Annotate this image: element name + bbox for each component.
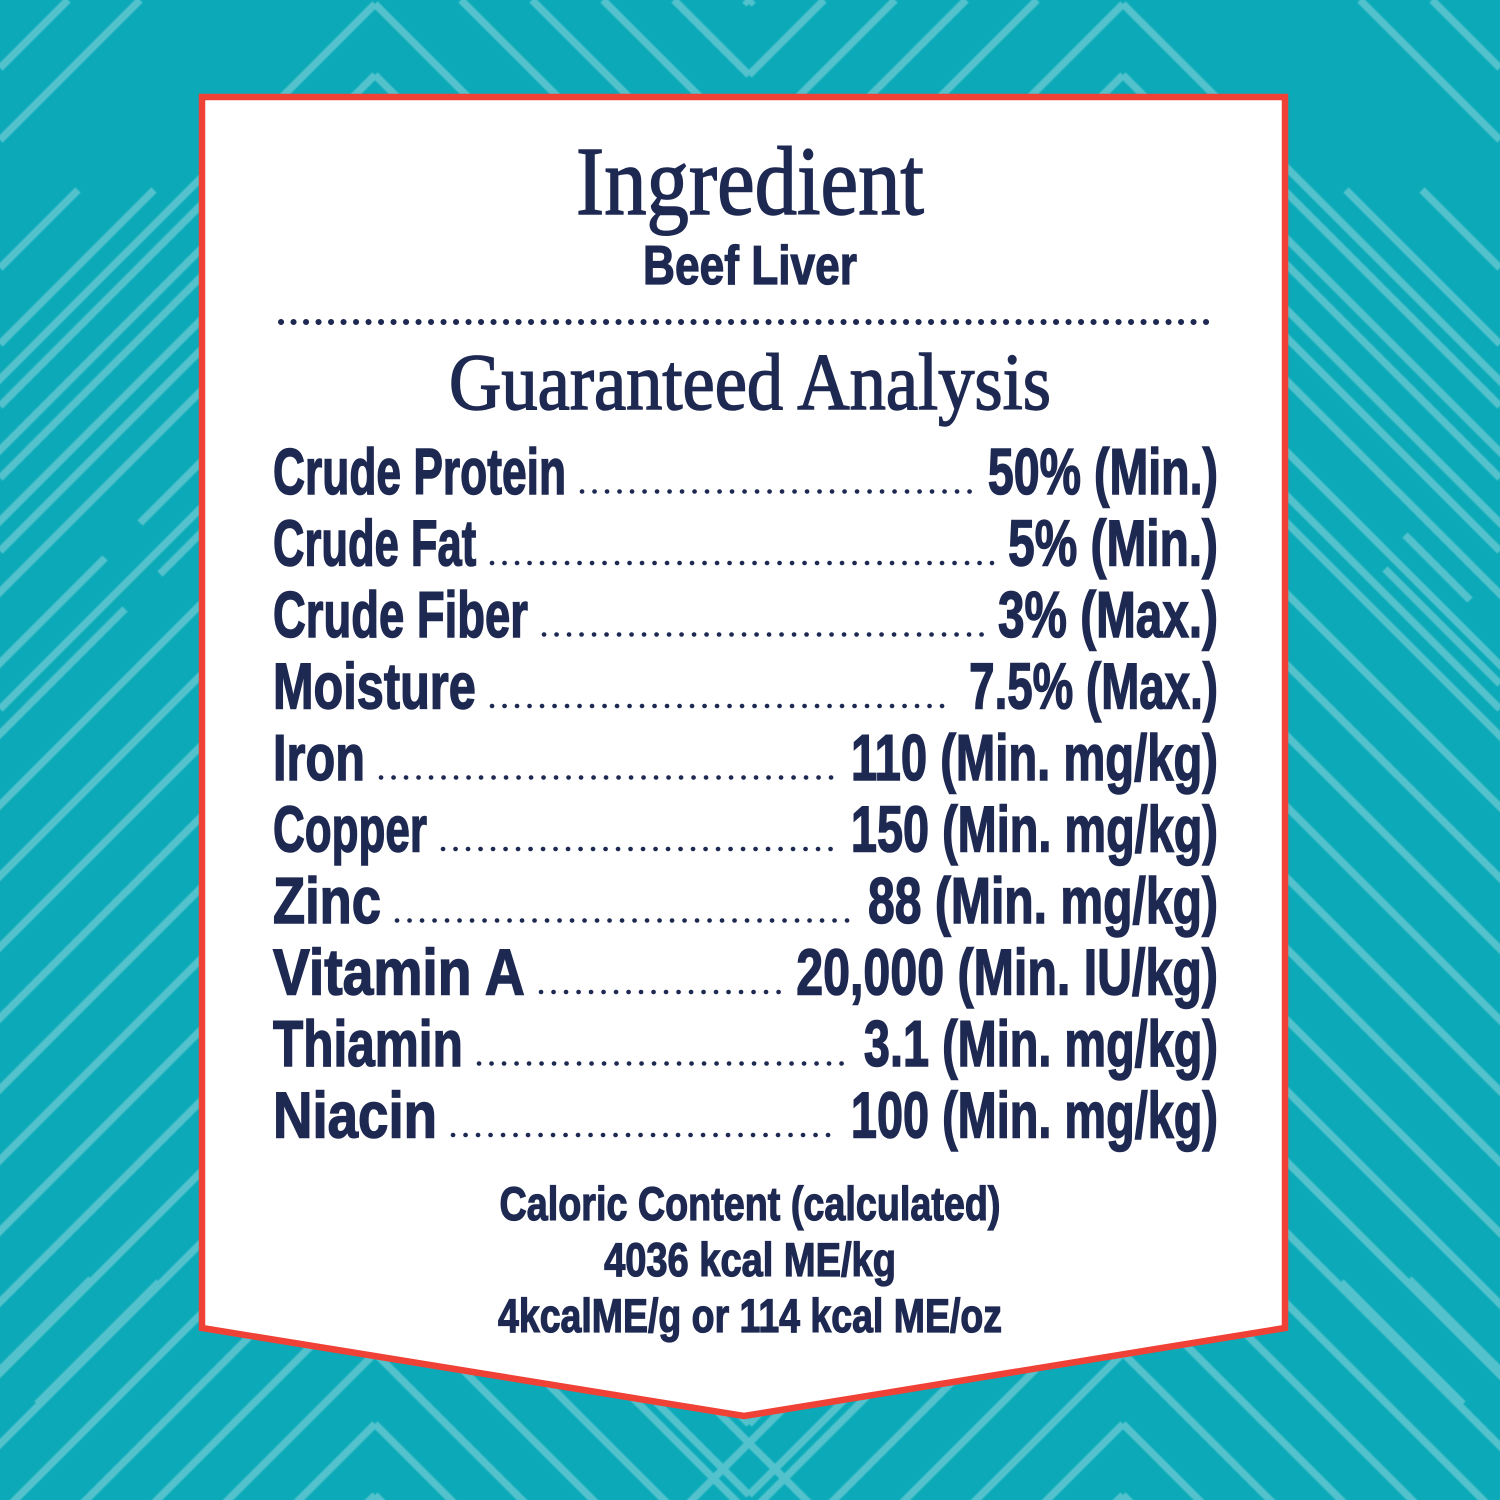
svg-text:4036 kcal ME/kg: 4036 kcal ME/kg	[604, 1234, 896, 1287]
svg-text:Beef Liver: Beef Liver	[643, 234, 857, 296]
svg-text:Crude Fat: Crude Fat	[273, 507, 476, 580]
svg-text:150 (Min. mg/kg): 150 (Min. mg/kg)	[851, 794, 1218, 866]
svg-text:4kcalME/g or 114 kcal ME/oz: 4kcalME/g or 114 kcal ME/oz	[498, 1291, 1002, 1343]
svg-text:88 (Min. mg/kg): 88 (Min. mg/kg)	[868, 865, 1218, 938]
svg-text:Guaranteed Analysis: Guaranteed Analysis	[449, 338, 1051, 427]
svg-text:50% (Min.): 50% (Min.)	[988, 435, 1218, 507]
svg-text:Iron: Iron	[273, 722, 365, 794]
svg-text:Zinc: Zinc	[273, 865, 381, 938]
svg-text:Caloric Content (calculated): Caloric Content (calculated)	[500, 1178, 1001, 1231]
svg-text:100 (Min. mg/kg): 100 (Min. mg/kg)	[851, 1080, 1218, 1152]
svg-text:3% (Max.): 3% (Max.)	[998, 579, 1218, 652]
svg-text:Crude Protein: Crude Protein	[273, 436, 566, 508]
svg-text:Niacin: Niacin	[273, 1079, 437, 1152]
svg-text:20,000 (Min. IU/kg): 20,000 (Min. IU/kg)	[796, 937, 1218, 1010]
svg-text:110 (Min. mg/kg): 110 (Min. mg/kg)	[851, 723, 1218, 795]
svg-text:5% (Min.): 5% (Min.)	[1008, 507, 1218, 580]
svg-text:7.5% (Max.): 7.5% (Max.)	[969, 649, 1218, 722]
svg-text:3.1 (Min. mg/kg): 3.1 (Min. mg/kg)	[864, 1009, 1218, 1081]
svg-text:Crude Fiber: Crude Fiber	[273, 578, 528, 651]
svg-text:Vitamin A: Vitamin A	[273, 935, 525, 1008]
svg-text:Ingredient: Ingredient	[576, 128, 924, 236]
svg-text:Thiamin: Thiamin	[273, 1009, 463, 1081]
svg-text:Moisture: Moisture	[273, 651, 476, 723]
svg-text:Copper: Copper	[273, 793, 427, 866]
